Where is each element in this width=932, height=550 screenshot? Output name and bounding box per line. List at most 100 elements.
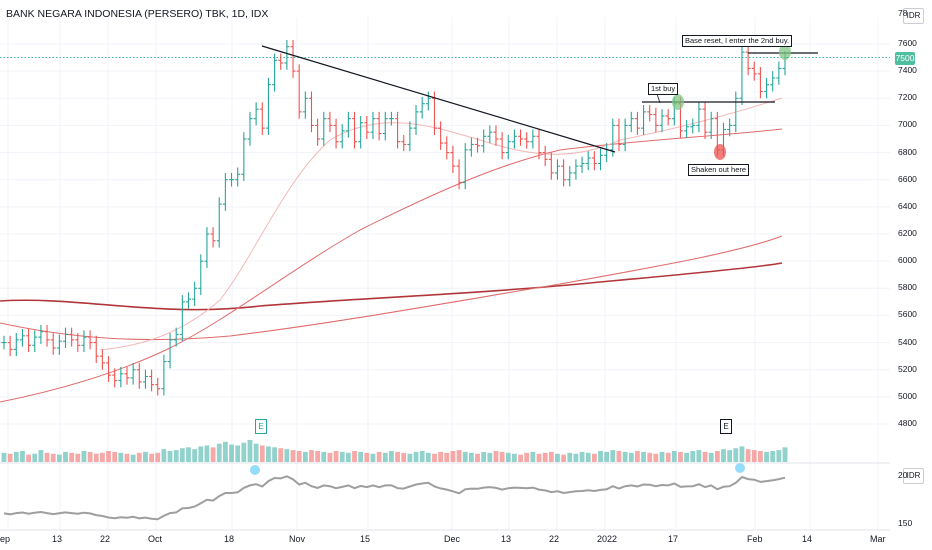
ohlc-bar [395,111,401,149]
x-tick: ep [0,534,11,544]
volume-bar [32,453,38,462]
volume-bar [204,445,210,462]
ohlc-bar [450,145,456,173]
ma-50 [0,128,783,403]
volume-bar [26,454,31,462]
x-tick: 13 [52,534,63,544]
volume-bar [364,452,370,462]
volume-bar [690,451,696,462]
volume-bar [616,451,622,462]
ohlc-bar [561,159,567,187]
volume-bar [727,450,733,462]
ohlc-bar [302,91,308,119]
volume-bar [770,451,776,462]
indicator-line [3,475,786,521]
volume-bar [536,453,542,462]
ohlc-bar [739,45,745,106]
x-tick: 18 [224,534,235,544]
x-tick: Dec [444,534,461,544]
ohlc-bar [44,324,50,347]
currency-toggle[interactable]: IDR [903,8,924,24]
ohlc-bar [198,254,204,296]
ohlc-bar [438,121,444,150]
ohlc-bar [345,111,351,138]
ohlc-bar [93,335,99,363]
volume-bar [75,453,81,462]
ohlc-bar [32,330,38,353]
volume-bar [739,446,745,462]
volume-bar [167,451,173,462]
volume-bar [44,452,50,462]
ohlc-bar [136,362,142,389]
volume-bar [751,450,757,462]
y-tick: 7400 [898,65,917,76]
y-tick: 5800 [898,282,917,293]
ohlc-bar [591,151,597,171]
volume-bar [401,452,407,462]
ohlc-bar [124,367,130,385]
volume-bars [1,440,788,462]
ohlc-bar [499,132,505,160]
volume-bar [419,451,425,462]
ohlc-bar [548,152,554,180]
ohlc-bar [26,329,32,353]
ohlc-bar [745,45,751,76]
ohlc-bar [585,151,591,171]
ohlc-bar [185,292,191,309]
volume-bar [487,452,493,462]
ohlc-bar [751,61,757,81]
volume-bar [764,451,769,462]
ohlc-bar [173,327,179,347]
volume-bar [604,451,610,462]
ohlc-bar [1,335,7,350]
downtrend-line[interactable] [261,45,616,153]
x-tick: 22 [100,534,111,544]
ohlc-bar [130,362,136,385]
earnings-badge-oct[interactable]: E [255,419,267,434]
y-tick: 6400 [898,200,917,211]
volume-bar [284,449,290,462]
shakeout-marker [714,144,726,160]
ohlc-bar [770,71,776,92]
volume-bar [555,453,560,462]
ohlc-bar [764,77,770,99]
ohlc-bar [388,111,394,126]
ohlc-bar [253,102,259,126]
volume-bar [93,453,99,462]
volume-bar [106,451,111,462]
ohlc-bar [118,367,124,388]
ohlc-bar [567,166,573,187]
ohlc-bar [542,145,548,167]
ohlc-bar [179,295,185,342]
y-tick: 6600 [898,173,917,184]
ohlc-bar [364,115,370,139]
volume-bar [438,451,444,462]
volume-bar [493,451,499,462]
volume-bar [370,453,376,462]
ohlc-bar [481,129,487,153]
trend-drawings [261,44,818,160]
ohlc-bar [376,111,382,141]
ohlc-bar [628,111,634,133]
ohlc-bar [106,356,112,382]
indicator-high-marker [735,463,745,473]
x-tick: 2022 [597,534,618,544]
ohlc-bar [296,64,302,119]
ohlc-bar [167,333,173,369]
ohlc-bar [524,132,530,149]
earnings-badge-jan[interactable]: E [720,419,732,434]
ohlc-bar [727,118,733,137]
y-tick: 6000 [898,255,917,266]
volume-bar [198,446,204,462]
y-tick: 6200 [898,228,917,238]
moving-averages [0,97,783,403]
ohlc-bar [665,109,671,126]
volume-bar [702,451,708,462]
ohlc-bar [493,125,499,146]
volume-bar [653,453,659,462]
ohlc-bar [468,137,474,157]
indicator-currency-toggle[interactable]: IDR [903,468,924,484]
volume-bar [7,453,13,462]
shaken-out-label: Shaken out here [688,164,750,176]
